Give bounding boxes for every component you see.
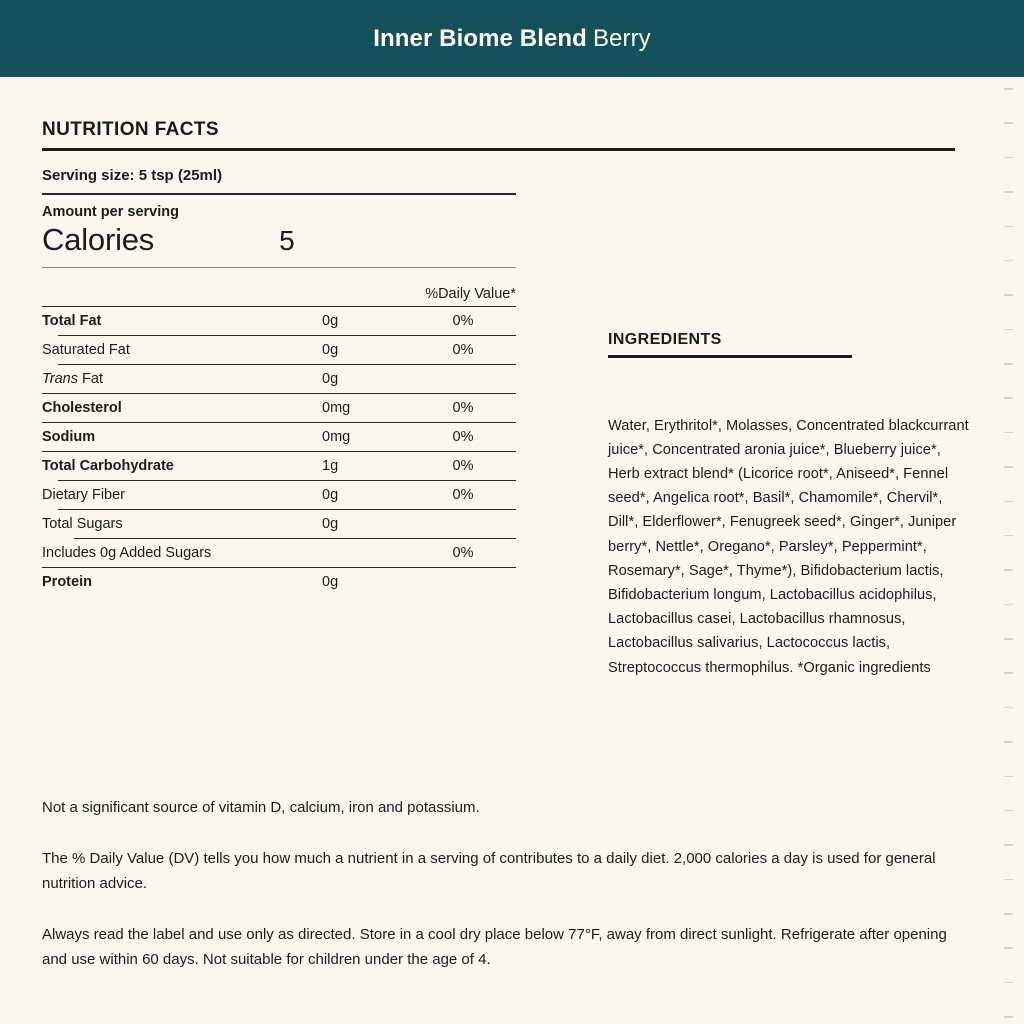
nutrient-table: Total Fat 0g 0% Saturated Fat 0g 0% Tran…: [42, 306, 516, 596]
nutrient-name-italic: Trans: [42, 371, 78, 387]
nutrient-daily-value: [410, 567, 516, 596]
product-variant: Berry: [592, 24, 651, 52]
footnotes: Not a significant source of vitamin D, c…: [42, 795, 952, 972]
tick-mark: [1004, 809, 1013, 812]
ingredients-text: Water, Erythritol*, Molasses, Concentrat…: [608, 417, 969, 676]
tick-mark: [1004, 466, 1013, 468]
tick-mark: [1004, 947, 1013, 949]
tick-mark: [1004, 191, 1013, 193]
nutrition-facts-heading: NUTRITION FACTS: [42, 119, 219, 140]
nutrient-amount: 0g: [304, 480, 410, 510]
tick-mark: [1004, 363, 1013, 365]
tick-mark: [1004, 225, 1013, 227]
nutrient-daily-value: 0%: [410, 306, 516, 336]
nutrient-amount: 0mg: [304, 422, 410, 452]
heading-divider: [42, 148, 955, 151]
tick-mark: [1004, 259, 1013, 262]
table-row: Protein 0g: [42, 567, 516, 596]
tick-mark: [1004, 638, 1013, 640]
tick-mark: [1004, 294, 1013, 296]
tick-mark: [1004, 603, 1013, 606]
daily-value-header: %Daily Value*: [425, 286, 516, 302]
nutrition-column: Serving size: 5 tsp (25ml) Amount per se…: [42, 161, 518, 596]
ingredients-heading: INGREDIENTS: [608, 331, 722, 348]
edge-tick-marks: [1004, 88, 1014, 1018]
tick-mark: [1004, 706, 1013, 709]
nutrient-name: Sodium: [42, 422, 304, 452]
table-row: Total Carbohydrate 1g 0%: [42, 451, 516, 481]
table-row: Cholesterol 0mg 0%: [42, 393, 516, 423]
page-title: Inner Biome Blend Berry: [373, 25, 651, 53]
nutrient-amount: 0g: [304, 364, 410, 394]
nutrient-amount: 0mg: [304, 393, 410, 423]
nutrient-name: Includes 0g Added Sugars: [42, 538, 304, 568]
calories-label: Calories: [42, 221, 155, 257]
nutrient-daily-value: 0%: [410, 422, 516, 452]
tick-mark: [1004, 122, 1013, 124]
table-row: Dietary Fiber 0g 0%: [42, 480, 516, 510]
nutrient-name: Total Sugars: [42, 509, 304, 539]
table-row: Trans Fat 0g: [42, 364, 516, 394]
nutrient-daily-value: 0%: [410, 451, 516, 481]
serving-size: Serving size: 5 tsp (25ml): [42, 167, 223, 184]
nutrient-amount: 0g: [304, 306, 410, 336]
nutrient-daily-value: 0%: [410, 480, 516, 510]
label-body: NUTRITION FACTS Serving size: 5 tsp (25m…: [0, 119, 1024, 680]
tick-mark: [1004, 878, 1013, 881]
nutrient-name: Saturated Fat: [42, 335, 304, 365]
footnote-usage: Always read the label and use only as di…: [42, 926, 947, 968]
tick-mark: [1004, 500, 1013, 502]
tick-mark: [1004, 431, 1013, 434]
nutrient-daily-value: 0%: [410, 335, 516, 365]
nutrient-amount: 0g: [304, 509, 410, 539]
product-header-bar: Inner Biome Blend Berry: [0, 0, 1024, 77]
table-row: Includes 0g Added Sugars 0%: [42, 538, 516, 568]
calories-row: Calories 5: [42, 222, 518, 267]
nutrient-name: Protein: [42, 567, 304, 596]
tick-mark: [1004, 534, 1013, 537]
nutrient-name: Dietary Fiber: [42, 480, 304, 510]
brand-name: Inner Biome Blend: [373, 24, 587, 52]
nutrient-amount: 0g: [304, 335, 410, 365]
tick-mark: [1004, 913, 1013, 915]
table-row: Saturated Fat 0g 0%: [42, 335, 516, 365]
tick-mark: [1004, 328, 1013, 331]
table-row: Total Fat 0g 0%: [42, 306, 516, 336]
nutrient-daily-value: 0%: [410, 393, 516, 423]
tick-mark: [1004, 569, 1013, 571]
tick-mark: [1004, 981, 1013, 984]
nutrient-daily-value: 0%: [410, 538, 516, 568]
tick-mark: [1004, 88, 1013, 90]
nutrient-name: Cholesterol: [42, 393, 304, 423]
nutrient-name: Total Carbohydrate: [42, 451, 304, 481]
nutrient-name: Total Fat: [42, 306, 304, 336]
calories-value: 5: [279, 224, 295, 256]
footnote-not-significant: Not a significant source of vitamin D, c…: [42, 799, 480, 816]
nutrient-daily-value: [410, 509, 516, 539]
nutrient-amount: 0g: [304, 567, 410, 596]
serving-divider: [42, 193, 516, 195]
ingredients-column: INGREDIENTS Water, Erythritol*, Molasses…: [608, 161, 976, 680]
amount-per-serving-label: Amount per serving: [42, 203, 179, 220]
content-columns: Serving size: 5 tsp (25ml) Amount per se…: [42, 161, 982, 680]
nutrient-daily-value: [410, 364, 516, 394]
nutrient-name-rest: Fat: [78, 371, 103, 387]
nutrient-amount: [304, 538, 410, 568]
ingredients-divider: [608, 355, 852, 358]
tick-mark: [1004, 397, 1013, 399]
tick-mark: [1004, 741, 1013, 743]
tick-mark: [1004, 672, 1013, 674]
nutrient-amount: 1g: [304, 451, 410, 481]
tick-mark: [1004, 844, 1013, 846]
table-row: Sodium 0mg 0%: [42, 422, 516, 452]
tick-mark: [1004, 156, 1013, 159]
nutrient-name: Trans Fat: [42, 364, 304, 394]
footnote-daily-value: The % Daily Value (DV) tells you how muc…: [42, 850, 936, 892]
tick-mark: [1004, 1016, 1013, 1018]
tick-mark: [1004, 775, 1013, 777]
calories-divider: [42, 266, 516, 268]
table-row: Total Sugars 0g: [42, 509, 516, 539]
